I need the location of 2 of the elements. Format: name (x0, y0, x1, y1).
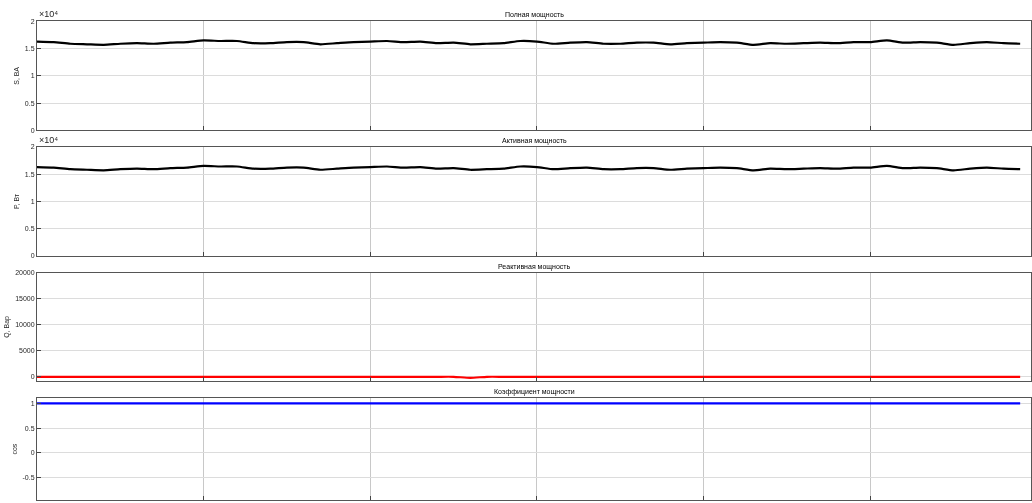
text: ×10⁴ (39, 9, 59, 19)
text: ×10⁴ (39, 135, 59, 145)
